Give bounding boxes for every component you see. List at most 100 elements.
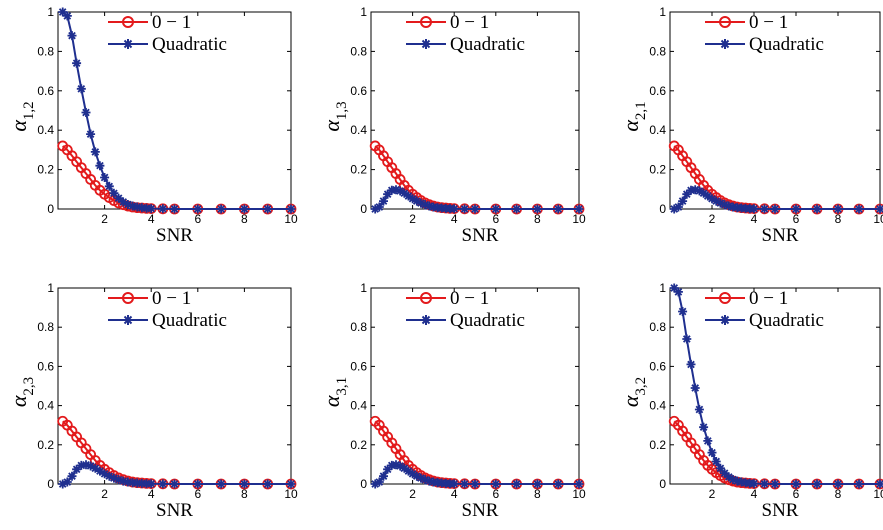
data-point-star xyxy=(379,471,388,481)
subplot-5: 2 4 6 8 10 0 0.2 0.4 0.6 0.8 1 SNR α3,1 0 − 1Quadrati… xyxy=(319,281,586,521)
legend-label: Quadratic xyxy=(152,310,227,331)
data-point-star xyxy=(833,204,843,214)
data-point-star xyxy=(170,479,179,489)
data-point-star xyxy=(118,197,128,207)
y-axis-label-subscript: 3,2 xyxy=(633,377,649,396)
data-point-star xyxy=(449,204,459,214)
data-point-star xyxy=(399,188,409,198)
data-point-star xyxy=(128,201,138,211)
series-zero-one xyxy=(57,415,297,490)
subplot-3: 2 4 6 8 10 0 0.2 0.4 0.6 0.8 1 SNR α2,1 0 − 1Quadrati… xyxy=(618,5,883,246)
data-point-star xyxy=(193,479,203,489)
y-axis-label-symbol: α xyxy=(319,395,344,407)
data-point-star xyxy=(383,189,393,199)
data-point-star xyxy=(470,204,480,214)
y-tick-label: 0.8 xyxy=(37,320,54,334)
data-point-star xyxy=(158,204,168,214)
data-point-star xyxy=(72,58,82,68)
data-point-star xyxy=(686,359,696,369)
data-point-star xyxy=(875,204,883,214)
y-axis-label-subscript: 2,1 xyxy=(633,101,649,120)
x-tick-label: 10 xyxy=(284,487,298,501)
x-tick-label: 2 xyxy=(709,487,716,501)
data-point-star xyxy=(216,204,226,214)
legend-marker-star xyxy=(421,315,431,325)
data-point-star xyxy=(791,479,801,489)
data-point-star xyxy=(678,307,688,316)
data-point-star xyxy=(132,478,142,488)
subplot-1: 2 4 6 8 10 0 0.2 0.4 0.6 0.8 1 SNR α1,2 0 − 1Quadrati… xyxy=(6,5,298,246)
data-point-star xyxy=(690,185,700,195)
data-point-star xyxy=(81,460,91,470)
data-point-star xyxy=(403,191,413,201)
data-point-star xyxy=(67,31,77,41)
data-point-star xyxy=(62,477,72,487)
data-point-star xyxy=(408,469,418,479)
data-point-star xyxy=(72,464,82,474)
y-axis-label-symbol: α xyxy=(319,120,344,132)
data-point-star xyxy=(711,457,721,466)
y-axis-label: α1,3 xyxy=(319,101,350,131)
x-tick-label: 4 xyxy=(451,212,458,226)
series-zero-one xyxy=(369,415,585,490)
y-tick-label: 0 xyxy=(47,202,54,216)
y-tick-label: 0.6 xyxy=(37,359,54,373)
y-tick-label: 1 xyxy=(360,281,367,295)
legend-label: Quadratic xyxy=(152,34,227,55)
x-tick-label: 4 xyxy=(751,212,758,226)
data-point-star xyxy=(67,471,77,481)
data-point-star xyxy=(460,479,470,489)
data-point-star xyxy=(460,204,470,214)
y-tick-label: 0.6 xyxy=(37,84,54,98)
data-point-star xyxy=(728,475,738,484)
y-axis-label: α3,1 xyxy=(319,377,350,407)
series-quadratic xyxy=(58,460,296,489)
data-point-star xyxy=(239,479,249,489)
data-point-star xyxy=(137,478,147,488)
x-tick-label: 8 xyxy=(835,487,842,501)
legend-marker-circle xyxy=(420,292,432,304)
subplot-2: 2 4 6 8 10 0 0.2 0.4 0.6 0.8 1 SNR α1,3 0 − 1Quadrati… xyxy=(319,5,586,246)
x-tick-label: 6 xyxy=(492,212,499,226)
data-point-star xyxy=(491,204,501,214)
series-quadratic xyxy=(669,185,883,214)
y-axis-label-symbol: α xyxy=(618,395,643,407)
x-tick-label: 2 xyxy=(709,212,716,226)
series-line xyxy=(62,420,291,485)
y-tick-label: 1 xyxy=(659,5,666,19)
y-tick-label: 0.4 xyxy=(37,123,54,137)
data-point-star xyxy=(715,463,725,473)
legend-label: 0 − 1 xyxy=(450,12,489,33)
data-point-star xyxy=(694,405,704,414)
data-point-star xyxy=(123,477,133,487)
data-point-star xyxy=(449,479,459,489)
legend-label: 0 − 1 xyxy=(152,12,191,33)
legend-marker-circle xyxy=(420,16,432,28)
data-point-star xyxy=(118,476,128,486)
legend-label: Quadratic xyxy=(749,310,824,331)
data-point-star xyxy=(673,202,683,212)
y-axis-label-subscript: 2,3 xyxy=(21,377,37,396)
data-point-star xyxy=(408,194,418,204)
y-tick-label: 0.2 xyxy=(350,163,367,177)
data-point-star xyxy=(694,186,704,196)
x-tick-label: 6 xyxy=(492,487,499,501)
data-point-star xyxy=(770,204,780,214)
x-tick-label: 10 xyxy=(572,212,586,226)
data-point-star xyxy=(424,201,434,211)
data-point-star xyxy=(370,204,380,214)
y-tick-label: 0.6 xyxy=(649,359,666,373)
data-point-star xyxy=(724,201,734,211)
data-point-star xyxy=(833,479,843,489)
data-point-star xyxy=(854,479,864,489)
data-point-star xyxy=(416,198,426,208)
data-point-star xyxy=(142,203,151,213)
y-axis-label-symbol: α xyxy=(6,395,31,407)
data-point-star xyxy=(720,468,730,478)
data-point-star xyxy=(109,473,119,483)
x-tick-label: 8 xyxy=(835,212,842,226)
data-point-star xyxy=(707,194,717,204)
